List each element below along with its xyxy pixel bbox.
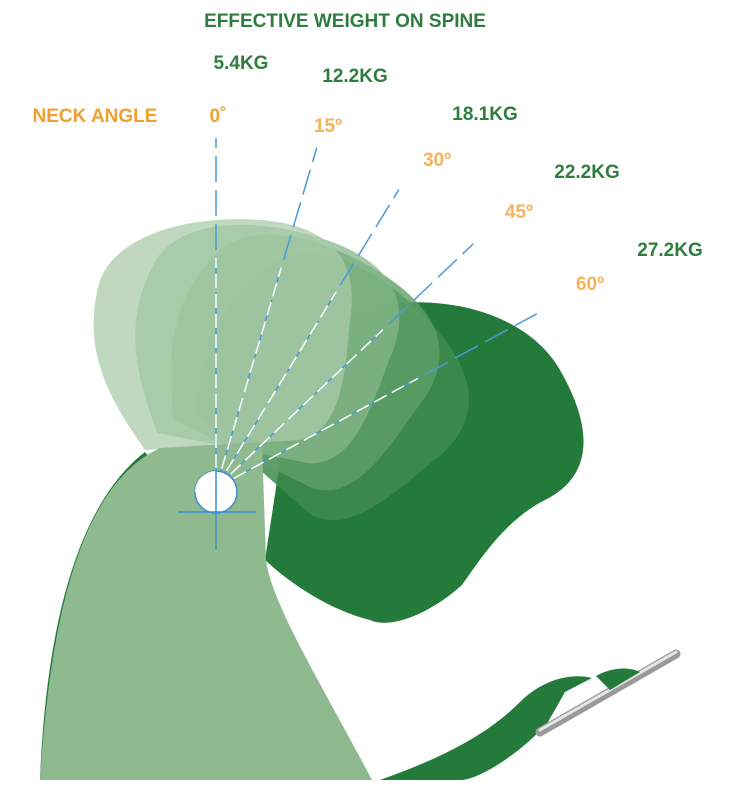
hand — [380, 676, 592, 780]
angle-label: 15º — [314, 116, 342, 137]
weight-label: 5.4KG — [214, 53, 269, 74]
title: EFFECTIVE WEIGHT ON SPINE — [204, 11, 486, 32]
angle-label: 60º — [576, 274, 604, 295]
weight-label: 27.2KG — [637, 240, 702, 261]
weight-label: 12.2KG — [322, 66, 387, 87]
weight-label: 22.2KG — [554, 162, 619, 183]
angle-label: 45º — [505, 202, 533, 223]
weight-label: 18.1KG — [452, 104, 517, 125]
angle-label: 0˚ — [210, 106, 227, 127]
neck-posture-diagram: EFFECTIVE WEIGHT ON SPINE NECK ANGLE 0˚ 5… — [0, 0, 729, 780]
head-0 — [94, 219, 352, 450]
angle-label: 30º — [423, 150, 451, 171]
page: {"title": "EFFECTIVE WEIGHT ON SPINE", "… — [0, 0, 729, 780]
angle-axis-label: NECK ANGLE — [33, 106, 158, 127]
